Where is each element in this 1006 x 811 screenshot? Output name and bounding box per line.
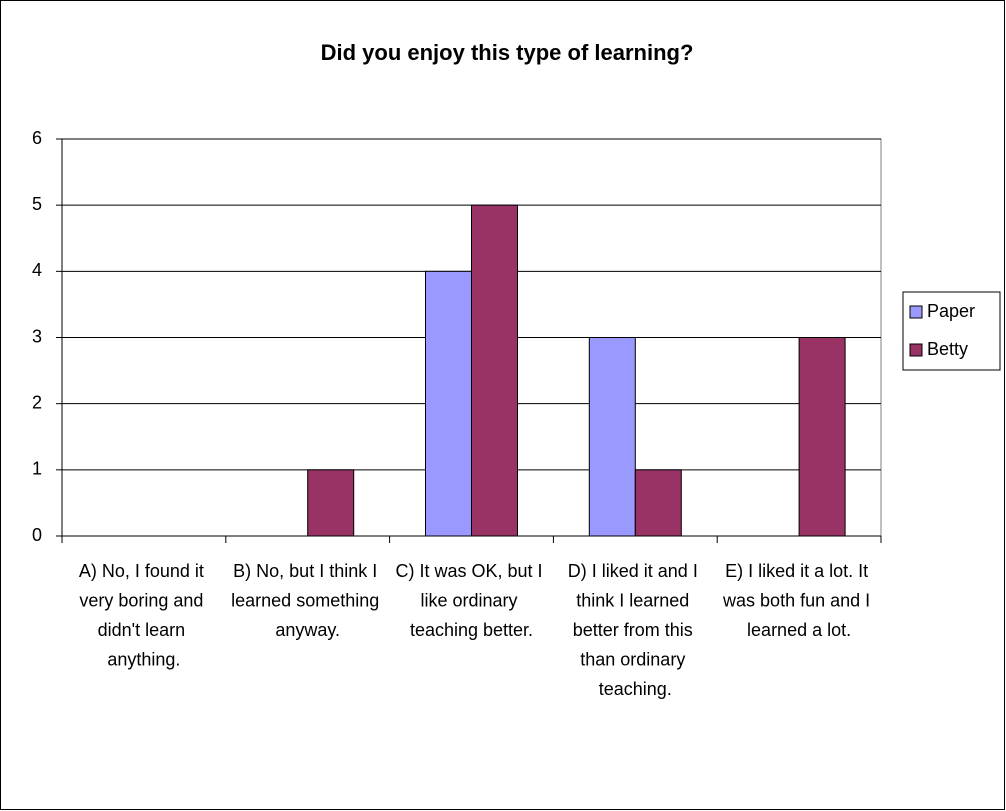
chart-title: Did you enjoy this type of learning?	[321, 40, 694, 65]
y-tick-label: 1	[32, 459, 42, 479]
bar	[307, 469, 355, 537]
x-tick-label: A) No, I found it very boring and didn't…	[79, 561, 209, 670]
legend-box	[902, 291, 1001, 371]
x-tick-label: B) No, but I think I learned something a…	[231, 561, 384, 640]
bar	[634, 469, 682, 537]
legend-swatch	[909, 305, 923, 319]
bar	[471, 204, 518, 537]
y-tick-label: 2	[32, 392, 42, 412]
y-tick-label: 4	[32, 260, 42, 280]
legend-label: Paper	[927, 301, 975, 321]
x-tick-label: E) I liked it a lot. It was both fun and…	[722, 561, 875, 640]
y-tick-label: 6	[32, 128, 42, 148]
legend-label: Betty	[927, 339, 968, 359]
y-tick-label: 0	[32, 525, 42, 545]
y-tick-label: 3	[32, 326, 42, 346]
bar	[588, 337, 636, 537]
y-tick-label: 5	[32, 194, 42, 214]
bar	[425, 270, 472, 537]
legend-swatch	[909, 343, 923, 357]
bar	[798, 337, 846, 537]
x-tick-label: D) I liked it and I think I learned bett…	[568, 561, 703, 699]
x-tick-label: C) It was OK, but I like ordinary teachi…	[395, 561, 547, 640]
